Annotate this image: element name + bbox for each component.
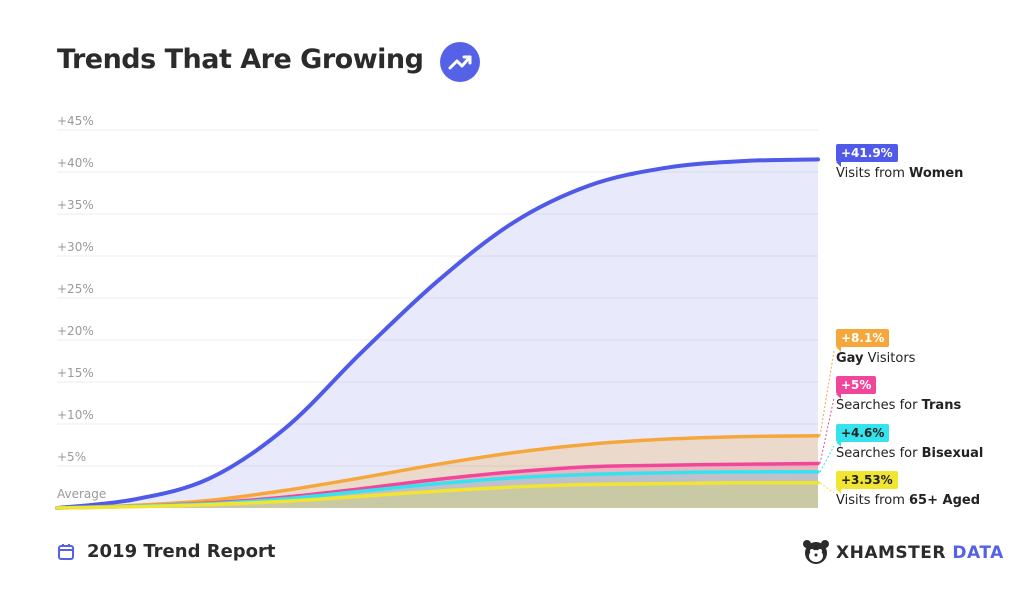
series-label-aged: +3.53% Visits from 65+ Aged (836, 471, 980, 508)
y-tick-label: +35% (57, 198, 94, 212)
desc-text: Visitors (863, 351, 916, 366)
calendar-icon (58, 544, 74, 560)
desc-bold: Gay (836, 351, 864, 366)
y-tick-label: +25% (57, 282, 94, 296)
series-description: Visits from Women (836, 166, 963, 181)
y-tick-label: +15% (57, 366, 94, 380)
hamster-logo-icon (803, 540, 829, 564)
series-area-women (57, 159, 818, 508)
desc-bold: Trans (921, 398, 962, 413)
y-tick-label: +45% (57, 114, 94, 128)
series-description: Searches for Trans (836, 398, 961, 413)
series-badge: +5% (836, 376, 877, 399)
series-label-women: +41.9% Visits from Women (836, 144, 963, 181)
connector-gay (819, 350, 835, 436)
brand-main: XHAMSTER (836, 543, 946, 563)
y-tick-label: +30% (57, 240, 94, 254)
y-tick-label: +10% (57, 408, 94, 422)
series-description: Searches for Bisexual (836, 446, 983, 461)
series-badge: +8.1% (836, 329, 890, 352)
connector-aged (819, 482, 835, 494)
series-description: Visits from 65+ Aged (836, 493, 980, 508)
series-badge: +41.9% (836, 144, 898, 167)
y-tick-label: +20% (57, 324, 94, 338)
series-line-women (55, 157, 820, 510)
desc-text: Visits from (836, 493, 909, 508)
series-label-gay: +8.1% Gay Visitors (836, 329, 915, 366)
series-description: Gay Visitors (836, 351, 915, 366)
y-tick-label: +5% (57, 450, 87, 464)
report-label: 2019 Trend Report (87, 541, 276, 562)
series-badge: +3.53% (836, 471, 898, 494)
series-line-gay (55, 434, 820, 510)
brand-wordmark: XHAMSTER DATA (836, 543, 1004, 563)
desc-text: Searches for (836, 446, 922, 461)
series-label-trans: +5% Searches for Trans (836, 376, 961, 413)
desc-bold: Women (909, 166, 964, 181)
series-badge: +4.6% (836, 424, 890, 447)
page-title: Trends That Are Growing (57, 44, 424, 75)
desc-bold: 65+ Aged (909, 493, 980, 508)
series-area-gay (57, 435, 818, 508)
brand-accent: DATA (952, 543, 1004, 563)
desc-text: Searches for (836, 398, 922, 413)
trending-up-icon (440, 42, 480, 82)
series-area-aged (57, 482, 818, 508)
desc-bold: Bisexual (921, 446, 984, 461)
connector-trans (819, 397, 835, 464)
connector-bisexual (819, 445, 835, 473)
desc-text: Visits from (836, 166, 909, 181)
series-line-aged (55, 481, 820, 510)
y-tick-label: Average (57, 487, 107, 501)
series-label-bisexual: +4.6% Searches for Bisexual (836, 424, 983, 461)
y-tick-label: +40% (57, 156, 94, 170)
